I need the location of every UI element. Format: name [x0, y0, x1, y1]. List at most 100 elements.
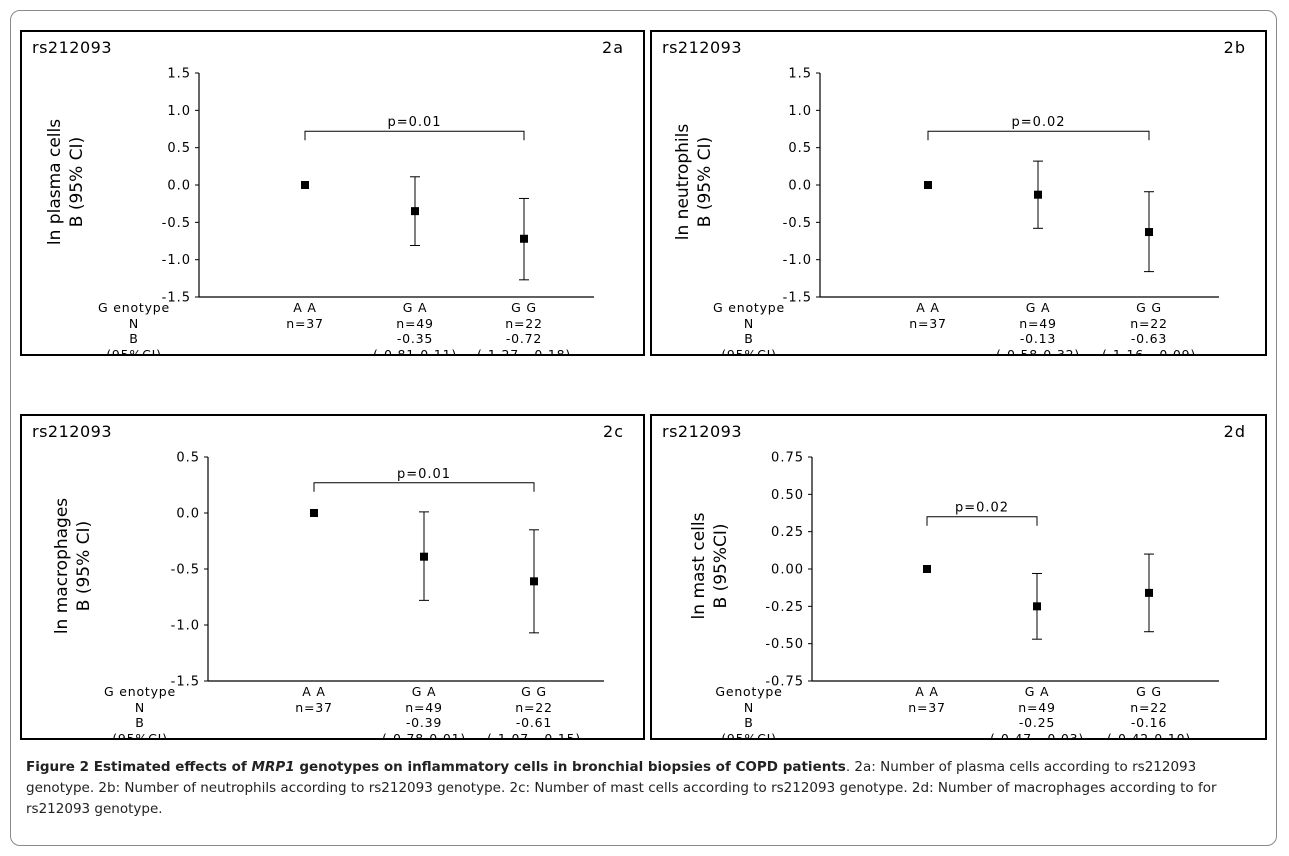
category-label: (‑1.16‑ ‑0.09) [1102, 347, 1196, 354]
row-label: (95%CI) [721, 731, 777, 738]
category-label: G A [412, 684, 437, 699]
y-tick-label: 0.75 [771, 451, 804, 466]
category-label: G G [521, 684, 547, 699]
data-point-GG [520, 234, 528, 243]
row-label: G enotype [713, 300, 785, 315]
row-label: N [135, 700, 145, 715]
row-label: B [135, 715, 144, 730]
y-tick-label: ‑1.5 [783, 291, 812, 306]
category-label: (‑0.47‑ ‑0.03) [990, 731, 1084, 738]
row-label: Genotype [715, 684, 782, 699]
y-tick-label: 0.25 [771, 525, 804, 540]
y-tick-label: 0.0 [167, 179, 191, 194]
y-axis-label: ln neutrophils B (95% CI) [673, 124, 715, 241]
snp-label: rs212093 [32, 38, 112, 57]
chart-2c: rs212093 2c ln macrophages B (95% CI) 0.5 0.0… [32, 422, 624, 738]
y-tick-label: ‑0.50 [765, 637, 804, 652]
y-tick-label: ‑0.5 [783, 216, 812, 231]
row-label: N [744, 700, 754, 715]
snp-label: rs212093 [662, 38, 742, 57]
y-tick-label: ‑1.0 [171, 619, 200, 634]
chart-2b: rs212093 2b ln neutrophils B (95% CI) 1.5 1.0… [662, 38, 1245, 354]
y-axis-label-line1: ln macrophages [52, 498, 72, 634]
category-label: n=37 [909, 316, 947, 331]
row-label: B [744, 331, 753, 346]
row-label: B [744, 715, 753, 730]
category-label: G A [1025, 684, 1050, 699]
category-label: A A [302, 684, 325, 699]
category-label: ‑0.61 [516, 715, 552, 730]
row-label: (95%CI) [721, 347, 777, 354]
category-label: ‑0.35 [397, 331, 433, 346]
row-label: G enotype [104, 684, 176, 699]
category-label: G A [1026, 300, 1051, 315]
category-label: (‑0.58‑0.32) [996, 347, 1080, 354]
y-tick-label: 1.0 [167, 104, 191, 119]
significance-bracket [313, 482, 535, 492]
panel-id-label: 2c [603, 422, 624, 441]
row-label: B [129, 331, 138, 346]
y-tick-label: ‑0.75 [765, 675, 804, 690]
snp-label: rs212093 [662, 422, 742, 441]
category-label: n=37 [295, 700, 333, 715]
y-tick-label: ‑0.25 [765, 600, 804, 615]
data-point-GA [1034, 190, 1042, 199]
significance-bracket [926, 516, 1038, 526]
figure-caption: Figure 2 Estimated effects of MRP1 genot… [26, 757, 1266, 820]
category-label: A A [916, 300, 939, 315]
data-point-AA [301, 181, 309, 189]
category-label: ‑0.72 [506, 331, 542, 346]
category-label: G A [403, 300, 428, 315]
p-value-label: p=0.02 [1011, 115, 1065, 130]
chart-2a: rs212093 2a ln plasma cells B (95% CI) 1.5 1.… [32, 38, 623, 354]
category-label: n=22 [1130, 700, 1168, 715]
category-label: A A [293, 300, 316, 315]
y-tick-label: 1.5 [167, 67, 191, 82]
y-tick-label: 0.5 [167, 141, 191, 156]
y-tick-label: ‑1.0 [783, 253, 812, 268]
y-axis-label-line1: ln neutrophils [673, 124, 693, 241]
y-axis-label-line2: B (95%CI) [711, 524, 731, 609]
y-tick-label: 0.5 [788, 141, 812, 156]
panel-2c: rs212093 2c ln macrophages B (95% CI) 0.5 0.0… [20, 414, 645, 740]
category-label: (‑1.27‑ ‑0.18) [477, 347, 571, 354]
data-point-GA [411, 207, 419, 216]
y-tick-label: 0.00 [771, 563, 804, 578]
caption-lead: Figure 2 Estimated effects of MRP1 genot… [26, 759, 846, 775]
y-tick-label: ‑1.5 [162, 291, 191, 306]
snp-label: rs212093 [32, 422, 112, 441]
data-point-GG [1145, 228, 1153, 237]
significance-bracket [927, 130, 1150, 141]
category-label: n=22 [505, 316, 543, 331]
category-label: (‑1.07‑ ‑0.15) [487, 731, 581, 738]
data-point-GG [530, 577, 538, 586]
category-label: n=37 [908, 700, 946, 715]
y-axis-label-line1: ln mast cells [689, 512, 709, 619]
caption-gene: MRP1 [251, 759, 295, 775]
y-tick-label: ‑0.5 [162, 216, 191, 231]
row-label: N [129, 316, 139, 331]
category-label: n=49 [405, 700, 443, 715]
panel-2a: rs212093 2a ln plasma cells B (95% CI) 1.5 1.… [20, 30, 645, 356]
data-point-GA [420, 552, 428, 561]
p-value-label: p=0.01 [387, 115, 441, 130]
row-label: N [744, 316, 754, 331]
category-label: G G [511, 300, 537, 315]
category-label: (‑0.42‑0.10) [1107, 731, 1191, 738]
y-axis-label-line1: ln plasma cells [45, 119, 65, 245]
p-value-label: p=0.02 [955, 501, 1009, 516]
significance-bracket [304, 130, 525, 141]
category-label: ‑0.63 [1131, 331, 1167, 346]
y-tick-label: 0.5 [176, 451, 200, 466]
category-label: ‑0.25 [1019, 715, 1055, 730]
category-label: G G [1136, 684, 1162, 699]
figure-frame [10, 10, 1277, 846]
category-label: n=22 [1130, 316, 1168, 331]
y-axis-label-line2: B (95% CI) [74, 521, 94, 611]
caption-lead-2: genotypes on inflammatory cells in bronc… [294, 759, 846, 775]
category-label: n=49 [1018, 700, 1056, 715]
category-label: (‑0.81‑0.11) [373, 347, 457, 354]
y-axis-label: ln plasma cells B (95% CI) [45, 119, 87, 245]
row-label: G enotype [98, 300, 170, 315]
